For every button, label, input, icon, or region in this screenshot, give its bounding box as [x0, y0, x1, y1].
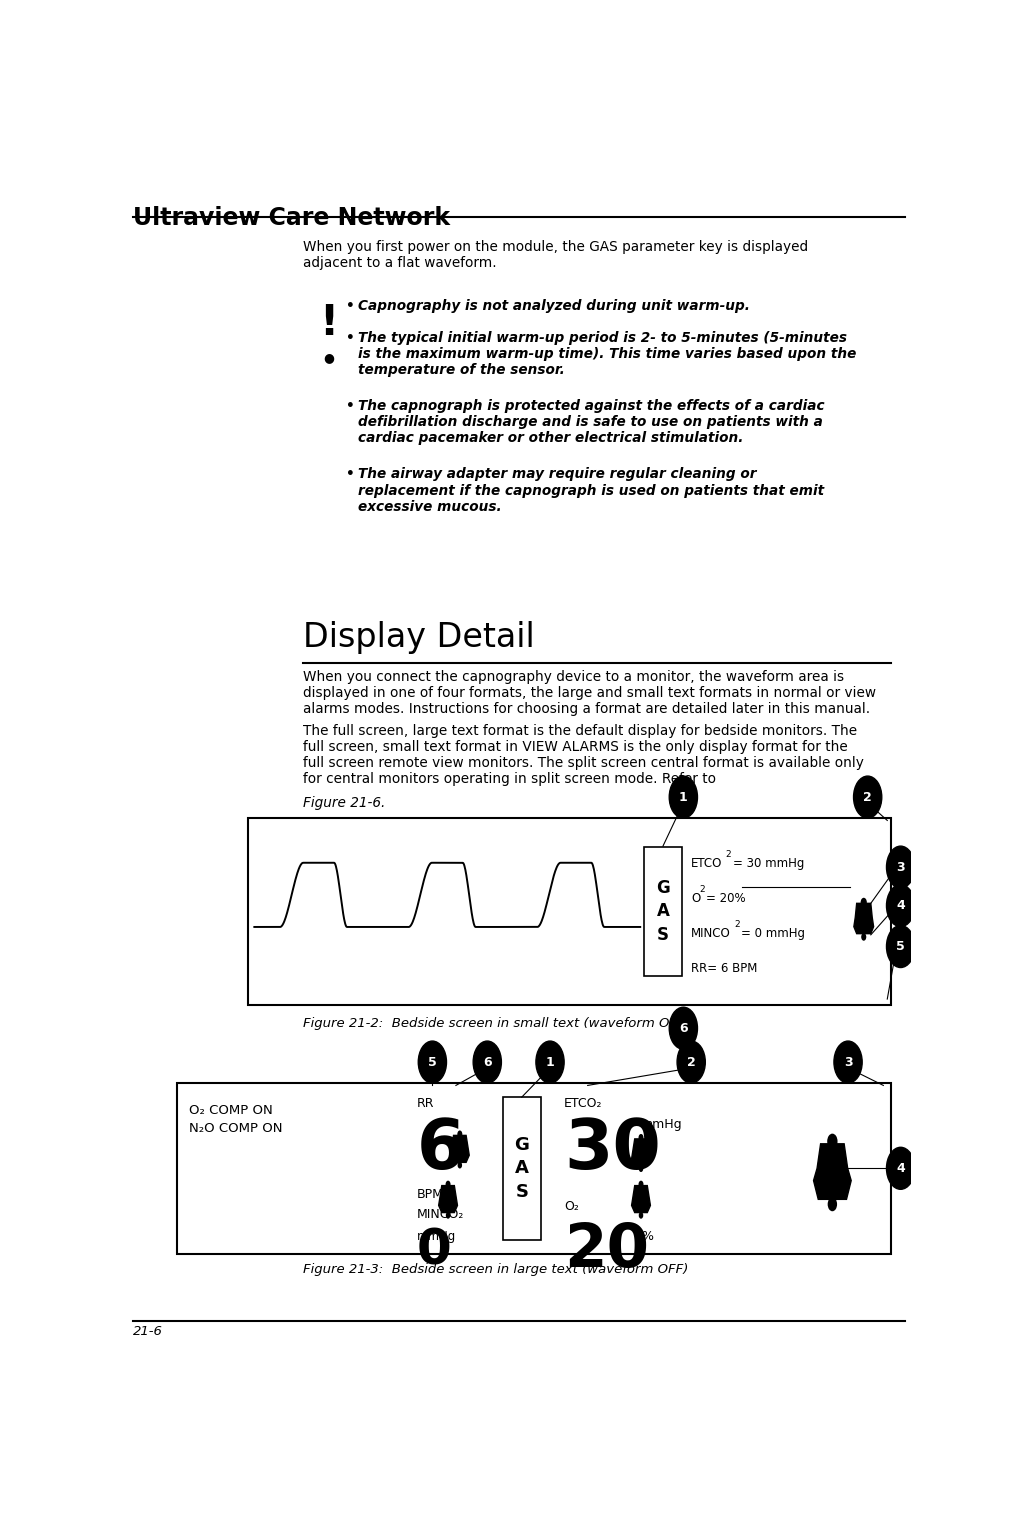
Circle shape	[676, 1041, 705, 1082]
Text: •: •	[344, 467, 353, 481]
Circle shape	[886, 1148, 914, 1190]
Text: mmHg: mmHg	[417, 1229, 456, 1243]
Circle shape	[826, 1134, 837, 1149]
Text: G
A
S: G A S	[655, 879, 669, 944]
Text: Ultraview Care Network: Ultraview Care Network	[132, 206, 450, 230]
Text: O₂ COMP ON
N₂O COMP ON: O₂ COMP ON N₂O COMP ON	[189, 1104, 282, 1135]
Text: 2: 2	[725, 849, 731, 858]
Text: MINCO₂: MINCO₂	[417, 1208, 464, 1220]
Text: 1: 1	[545, 1055, 554, 1069]
Text: = 30 mmHg: = 30 mmHg	[732, 857, 804, 870]
Text: 2: 2	[686, 1055, 695, 1069]
Polygon shape	[813, 1143, 850, 1199]
Text: BPM: BPM	[417, 1189, 443, 1201]
Text: = 0 mmHg: = 0 mmHg	[740, 926, 804, 940]
Text: O₂: O₂	[563, 1199, 578, 1213]
Text: The airway adapter may require regular cleaning or
replacement if the capnograph: The airway adapter may require regular c…	[358, 467, 823, 514]
Text: Figure 21-3:  Bedside screen in large text (waveform OFF): Figure 21-3: Bedside screen in large tex…	[302, 1263, 687, 1276]
Circle shape	[457, 1161, 462, 1169]
Text: 2: 2	[700, 885, 705, 893]
Text: Figure 21-2:  Bedside screen in small text (waveform ON): Figure 21-2: Bedside screen in small tex…	[302, 1017, 683, 1029]
Text: 4: 4	[896, 899, 904, 913]
Circle shape	[473, 1041, 500, 1082]
Circle shape	[860, 934, 865, 941]
Text: 1: 1	[678, 791, 687, 803]
Circle shape	[886, 925, 914, 967]
Circle shape	[668, 1007, 697, 1049]
Text: •: •	[344, 330, 353, 344]
FancyBboxPatch shape	[644, 847, 681, 976]
Text: •: •	[344, 299, 353, 312]
Text: 2: 2	[734, 920, 739, 929]
Text: MINCO: MINCO	[691, 926, 730, 940]
Text: The full screen, large text format is the default display for bedside monitors. : The full screen, large text format is th…	[302, 723, 863, 787]
Text: G
A
S: G A S	[514, 1135, 529, 1201]
Text: 6: 6	[678, 1022, 687, 1035]
Circle shape	[638, 1181, 643, 1189]
Polygon shape	[450, 1135, 469, 1163]
Polygon shape	[631, 1186, 650, 1213]
Circle shape	[859, 897, 866, 907]
Circle shape	[457, 1131, 462, 1139]
Polygon shape	[438, 1186, 457, 1213]
Text: O: O	[691, 891, 700, 905]
Text: %: %	[640, 1229, 652, 1243]
Text: 21-6: 21-6	[132, 1325, 163, 1337]
Circle shape	[638, 1211, 643, 1219]
Text: Capnography is not analyzed during unit warm-up.: Capnography is not analyzed during unit …	[358, 299, 749, 312]
Circle shape	[445, 1181, 450, 1189]
Circle shape	[418, 1041, 446, 1082]
Polygon shape	[853, 904, 872, 934]
Circle shape	[886, 885, 914, 926]
Text: RR= 6 BPM: RR= 6 BPM	[691, 961, 757, 975]
Text: 20: 20	[563, 1220, 648, 1280]
Circle shape	[668, 776, 697, 819]
FancyBboxPatch shape	[177, 1082, 891, 1254]
Circle shape	[638, 1134, 643, 1142]
Text: The typical initial warm-up period is 2- to 5-minutes (5-minutes
is the maximum : The typical initial warm-up period is 2-…	[358, 330, 855, 377]
Text: 2: 2	[862, 791, 871, 803]
FancyBboxPatch shape	[248, 819, 891, 1005]
Text: Figure 21-6.: Figure 21-6.	[302, 796, 385, 810]
Text: When you first power on the module, the GAS parameter key is displayed
adjacent : When you first power on the module, the …	[302, 241, 808, 270]
Circle shape	[827, 1198, 836, 1211]
Text: 0: 0	[417, 1226, 451, 1275]
Text: 6: 6	[417, 1116, 465, 1182]
Circle shape	[852, 776, 881, 819]
Text: ETCO: ETCO	[691, 857, 722, 870]
Text: 5: 5	[428, 1055, 437, 1069]
Circle shape	[833, 1041, 861, 1082]
Polygon shape	[631, 1139, 650, 1166]
Text: The capnograph is protected against the effects of a cardiac
defibrillation disc: The capnograph is protected against the …	[358, 399, 824, 446]
Text: •: •	[344, 399, 353, 412]
Text: 6: 6	[482, 1055, 491, 1069]
Text: Display Detail: Display Detail	[302, 622, 534, 653]
Text: !: !	[319, 302, 338, 344]
Text: = 20%: = 20%	[706, 891, 745, 905]
Circle shape	[638, 1166, 643, 1172]
Circle shape	[446, 1211, 450, 1219]
Text: When you connect the capnography device to a monitor, the waveform area is
displ: When you connect the capnography device …	[302, 670, 876, 716]
FancyBboxPatch shape	[502, 1098, 540, 1240]
Text: ETCO₂: ETCO₂	[563, 1098, 602, 1110]
Text: ●: ●	[324, 352, 334, 364]
Text: mmHg: mmHg	[640, 1119, 682, 1131]
Text: 30: 30	[563, 1116, 660, 1182]
Text: 5: 5	[896, 940, 904, 954]
Text: 4: 4	[896, 1161, 904, 1175]
Text: 3: 3	[843, 1055, 851, 1069]
Circle shape	[886, 846, 914, 888]
Text: RR: RR	[417, 1098, 434, 1110]
Text: 3: 3	[896, 861, 904, 873]
Circle shape	[536, 1041, 563, 1082]
